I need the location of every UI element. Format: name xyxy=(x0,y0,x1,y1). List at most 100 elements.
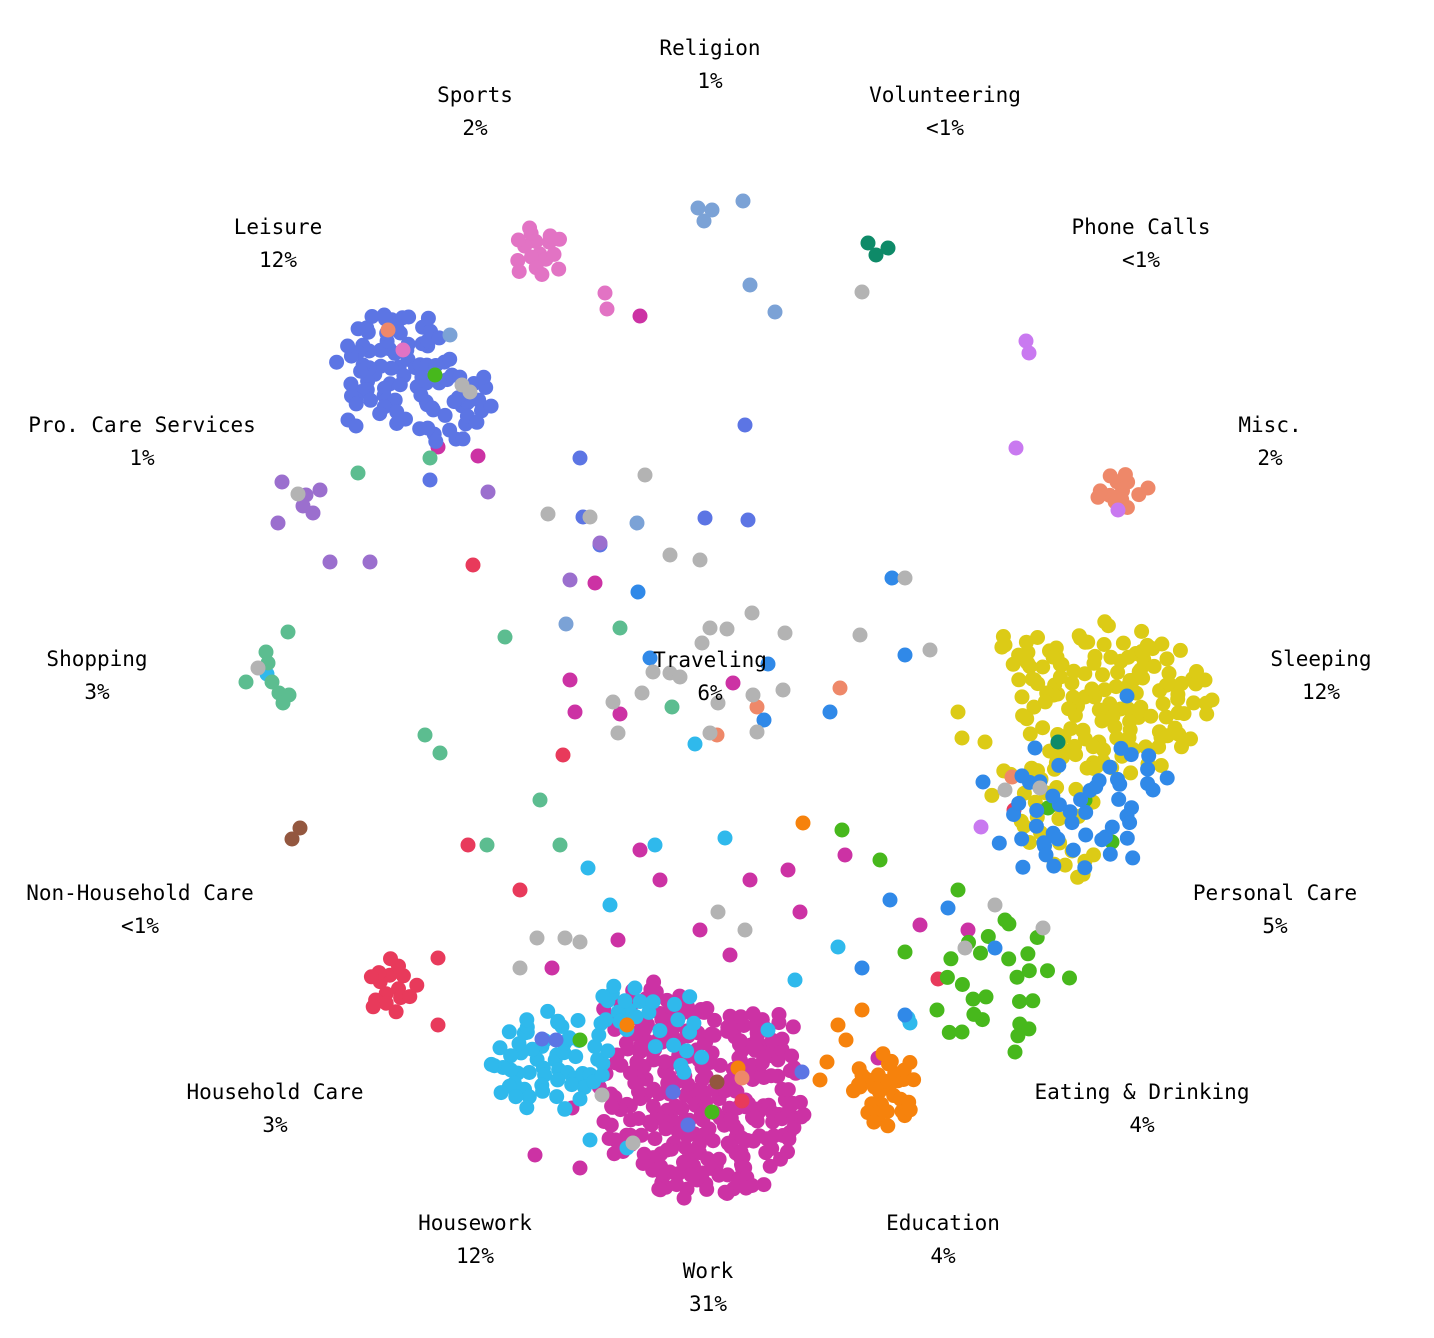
dot xyxy=(1045,649,1061,665)
dot xyxy=(977,734,993,750)
cluster-label-leisure: Leisure 12% xyxy=(234,215,323,272)
dot xyxy=(965,991,981,1007)
dot xyxy=(460,837,476,853)
dot xyxy=(705,1133,721,1149)
dot xyxy=(557,930,573,946)
dot xyxy=(676,1190,692,1206)
dot xyxy=(645,994,661,1010)
dot xyxy=(551,261,567,277)
dot xyxy=(632,308,648,324)
dot xyxy=(599,301,615,317)
dot xyxy=(796,1107,812,1123)
dot xyxy=(1018,333,1034,349)
dot xyxy=(957,940,973,956)
dot xyxy=(941,1024,957,1040)
dot xyxy=(1104,819,1120,835)
dot xyxy=(939,969,955,985)
dot xyxy=(884,570,900,586)
dot xyxy=(493,1085,509,1101)
dot xyxy=(1037,694,1053,710)
dot xyxy=(353,363,369,379)
dot xyxy=(534,1031,550,1047)
dot xyxy=(1096,742,1111,758)
dot xyxy=(1091,773,1107,789)
dot xyxy=(744,605,760,621)
dot xyxy=(767,304,783,320)
dot xyxy=(704,202,720,218)
dot xyxy=(642,650,658,666)
cluster-label-eating: Eating & Drinking 4% xyxy=(1035,1080,1250,1137)
dot xyxy=(692,922,708,938)
dot xyxy=(702,725,718,741)
dot xyxy=(1115,635,1131,651)
dot xyxy=(897,944,913,960)
dot xyxy=(592,535,608,551)
dot xyxy=(792,904,808,920)
dot xyxy=(544,960,560,976)
dot xyxy=(432,745,448,761)
dot xyxy=(424,400,440,416)
dot xyxy=(1050,831,1066,847)
dot xyxy=(497,629,513,645)
dot xyxy=(1040,800,1056,816)
dot xyxy=(387,392,403,408)
dot xyxy=(292,820,308,836)
dot xyxy=(1086,847,1101,863)
dot xyxy=(629,515,645,531)
dot xyxy=(1176,706,1192,722)
dot xyxy=(1062,804,1078,820)
dot xyxy=(1008,440,1024,456)
dot xyxy=(830,1017,846,1033)
dot xyxy=(372,406,388,422)
dot xyxy=(794,1064,810,1080)
dot xyxy=(1027,740,1043,756)
points-religion xyxy=(442,193,783,632)
dot xyxy=(1124,800,1139,816)
dot xyxy=(780,1082,796,1098)
dot xyxy=(830,939,846,955)
cluster-label-misc: Misc. 2% xyxy=(1238,413,1301,470)
dot xyxy=(376,307,392,323)
dot xyxy=(469,414,485,430)
dot xyxy=(906,1072,922,1088)
dot xyxy=(1001,951,1017,967)
dot xyxy=(635,1156,651,1171)
points-personal_care xyxy=(630,570,1175,1023)
dot xyxy=(929,1002,945,1018)
cluster-label-sleeping: Sleeping 12% xyxy=(1270,647,1371,704)
dot xyxy=(1119,830,1135,846)
dot xyxy=(1065,689,1081,705)
dot xyxy=(997,782,1013,798)
dot xyxy=(1103,649,1119,665)
dot xyxy=(522,220,538,236)
dot xyxy=(350,465,366,481)
dot xyxy=(612,620,628,636)
dot xyxy=(697,510,713,526)
dot xyxy=(760,1022,776,1038)
dot xyxy=(777,625,793,641)
dot xyxy=(1102,846,1118,862)
dot xyxy=(619,1017,635,1033)
dot xyxy=(667,996,682,1012)
dot xyxy=(666,1037,682,1053)
points-shopping xyxy=(238,450,680,853)
dot xyxy=(392,377,408,393)
dot xyxy=(1140,761,1156,777)
dot xyxy=(734,1093,750,1109)
dot xyxy=(597,285,613,301)
dot xyxy=(483,398,499,414)
dot xyxy=(1021,1021,1037,1037)
dot xyxy=(362,554,378,570)
dot xyxy=(455,431,471,447)
dot xyxy=(756,1177,772,1193)
dot xyxy=(699,1001,715,1016)
cluster-label-pro_care: Pro. Care Services 1% xyxy=(28,413,256,470)
dot xyxy=(1146,658,1162,674)
dot xyxy=(1064,675,1080,691)
dot xyxy=(582,1132,598,1148)
dot xyxy=(630,584,646,600)
dot xyxy=(427,367,443,383)
cluster-label-housework: Housework 12% xyxy=(418,1211,532,1268)
dot xyxy=(686,1015,702,1031)
